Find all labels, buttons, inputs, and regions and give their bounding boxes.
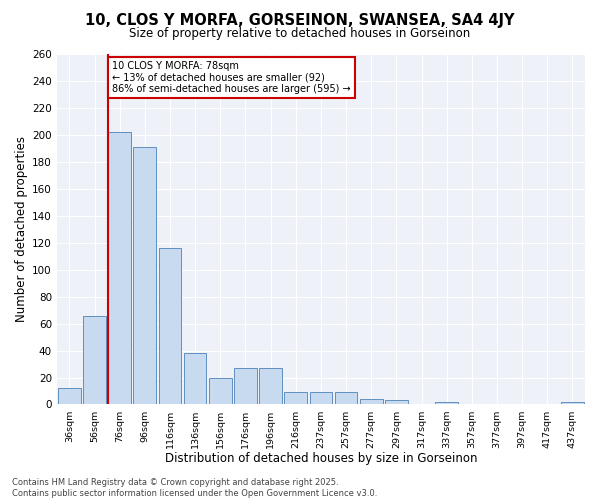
Bar <box>184 353 206 405</box>
X-axis label: Distribution of detached houses by size in Gorseinon: Distribution of detached houses by size … <box>164 452 477 465</box>
Text: 10 CLOS Y MORFA: 78sqm
← 13% of detached houses are smaller (92)
86% of semi-det: 10 CLOS Y MORFA: 78sqm ← 13% of detached… <box>112 60 351 94</box>
Bar <box>83 316 106 404</box>
Bar <box>234 368 257 405</box>
Bar <box>209 378 232 404</box>
Bar <box>284 392 307 404</box>
Text: 10, CLOS Y MORFA, GORSEINON, SWANSEA, SA4 4JY: 10, CLOS Y MORFA, GORSEINON, SWANSEA, SA… <box>85 12 515 28</box>
Bar <box>133 147 156 405</box>
Bar <box>58 388 80 404</box>
Text: Contains HM Land Registry data © Crown copyright and database right 2025.
Contai: Contains HM Land Registry data © Crown c… <box>12 478 377 498</box>
Bar <box>310 392 332 404</box>
Bar <box>385 400 407 404</box>
Bar <box>561 402 584 404</box>
Bar <box>158 248 181 404</box>
Y-axis label: Number of detached properties: Number of detached properties <box>15 136 28 322</box>
Bar <box>335 392 358 404</box>
Text: Size of property relative to detached houses in Gorseinon: Size of property relative to detached ho… <box>130 28 470 40</box>
Bar <box>436 402 458 404</box>
Bar <box>109 132 131 404</box>
Bar <box>259 368 282 405</box>
Bar <box>360 399 383 404</box>
